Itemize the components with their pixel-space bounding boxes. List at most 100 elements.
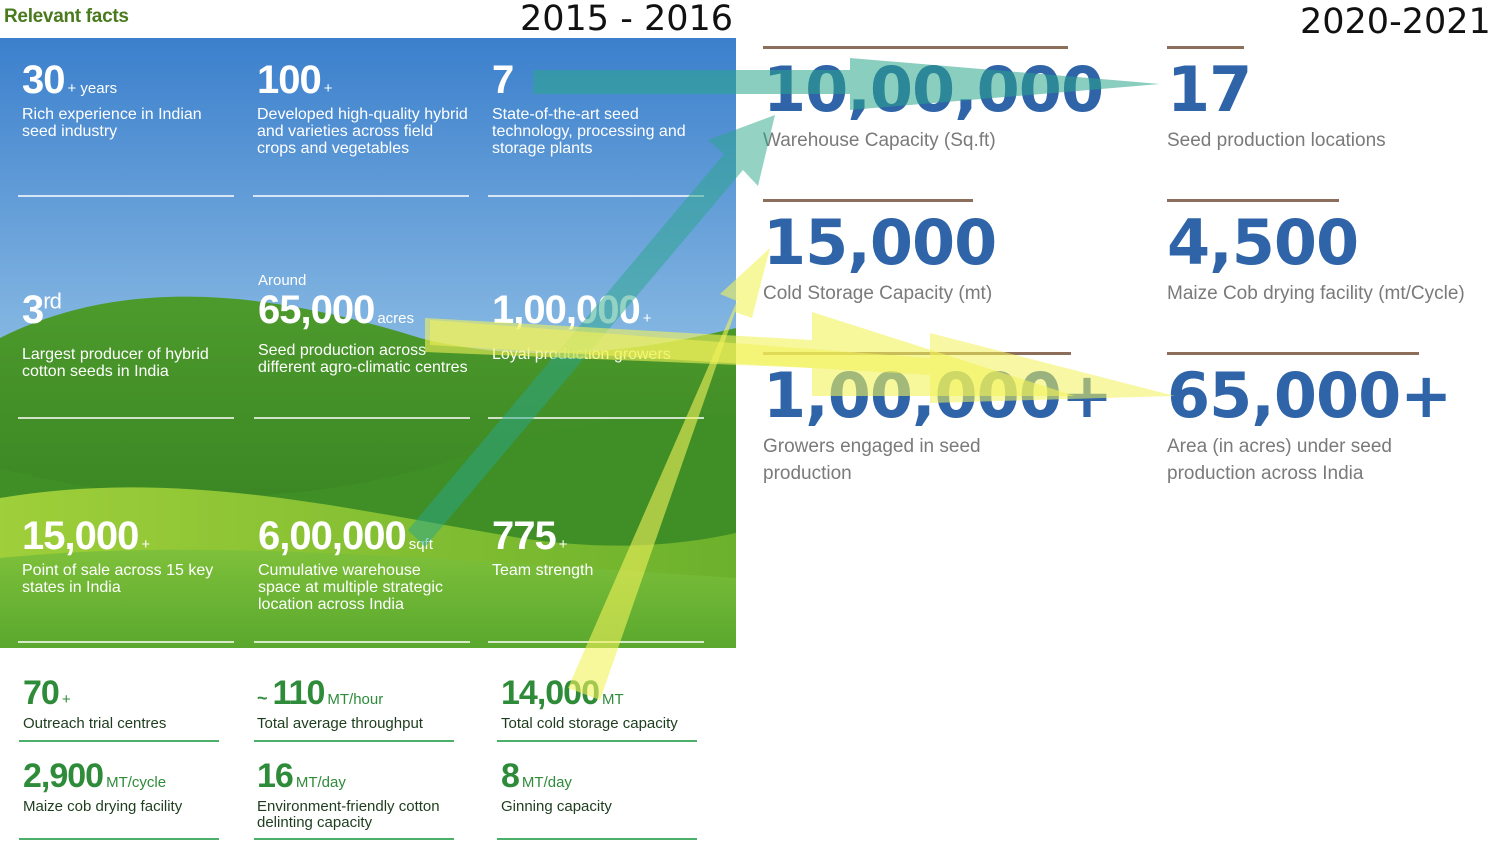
stat-label: Warehouse Capacity (Sq.ft) — [763, 130, 996, 151]
stat-label: Area (in acres) under seed production ac… — [1167, 436, 1392, 484]
divider — [18, 417, 234, 419]
fact-cell-experience: 30 + years Rich experience in Indian seed… — [18, 58, 237, 197]
fact-cell-team: 775 + Team strength — [488, 514, 707, 643]
stat-top-bar — [1167, 46, 1244, 49]
fact-unit: + — [141, 536, 151, 553]
fact-approx: ~ — [257, 688, 267, 708]
fact-value: 6,00,000 — [258, 514, 407, 558]
bottom-fact-cold-storage: 14,000 MT Total cold storage capacity — [501, 676, 678, 732]
fact-cell-warehouse: 6,00,000 sqft Cumulative warehouse space … — [254, 514, 470, 643]
stat-seed-area: 65,000+ Area (in acres) under seed produ… — [1167, 352, 1452, 487]
fact-cell-hybrids: 100 + Developed high-quality hybrid and v… — [253, 58, 472, 197]
fact-description: Developed high-quality hybrid and variet… — [257, 106, 468, 157]
fact-value: 2,900 — [23, 757, 104, 795]
stat-warehouse-capacity: 10,00,000 Warehouse Capacity (Sq.ft) — [763, 46, 1104, 154]
fact-cell-cotton-rank: 3rd Largest producer of hybrid cotton se… — [18, 288, 237, 419]
stat-growers: 1,00,000+ Growers engaged in seed produc… — [763, 352, 1113, 487]
fact-description: State-of-the-art seed technology, proces… — [492, 106, 686, 157]
stat-value: 15,000 — [763, 206, 997, 279]
page-heading: Relevant facts — [4, 6, 129, 27]
fact-value: 8 — [501, 757, 520, 795]
divider — [18, 195, 234, 197]
divider — [497, 838, 697, 840]
stat-label: Growers engaged in seed production — [763, 436, 981, 484]
divider — [253, 195, 469, 197]
fact-value: 775 — [492, 514, 557, 558]
fact-value: 110 — [272, 674, 326, 712]
fact-value: 65,000 — [258, 288, 375, 332]
fact-prefix: Around — [258, 272, 307, 289]
fact-unit: + — [558, 536, 568, 553]
stat-production-locations: 17 Seed production locations — [1167, 46, 1386, 154]
divider — [254, 838, 454, 840]
fact-unit: MT/hour — [327, 691, 384, 708]
fact-description: Point of sale across 15 key states in In… — [22, 562, 214, 596]
divider — [18, 641, 234, 643]
year-label-2015-2016: 2015 - 2016 — [520, 0, 734, 39]
fact-value: 100 — [257, 58, 322, 102]
stat-label: Cold Storage Capacity (mt) — [763, 283, 993, 304]
fact-unit: MT/cycle — [106, 774, 167, 791]
divider — [488, 417, 704, 419]
stat-top-bar — [1167, 199, 1339, 202]
fact-value: 16 — [257, 757, 294, 795]
divider — [254, 740, 454, 742]
stat-value: 65,000+ — [1167, 359, 1452, 432]
bottom-fact-delinting: 16 MT/day Environment-friendly cotton del… — [257, 759, 447, 831]
bottom-fact-ginning: 8 MT/day Ginning capacity — [501, 759, 612, 815]
stat-maize-cob-drying: 4,500 Maize Cob drying facility (mt/Cycl… — [1167, 199, 1465, 307]
fact-unit: MT/day — [521, 774, 572, 791]
fact-description: Environment-friendly cotton delinting ca… — [257, 798, 440, 831]
fact-description: Seed production across different agro-cl… — [258, 342, 468, 376]
divider — [497, 740, 697, 742]
stat-cold-storage: 15,000 Cold Storage Capacity (mt) — [763, 199, 997, 307]
bottom-fact-throughput: ~110 MT/hour Total average throughput — [257, 676, 423, 732]
fact-unit: MT/day — [295, 774, 346, 791]
stat-top-bar — [763, 352, 1071, 355]
fact-unit: acres — [377, 310, 415, 327]
divider — [19, 838, 219, 840]
fact-value: 70 — [23, 674, 60, 712]
fact-cell-acres: Around 65,000 acres Seed production acros… — [254, 272, 473, 419]
fact-value: 7 — [492, 58, 514, 102]
facts-panel: 30 + years Rich experience in Indian seed… — [0, 38, 736, 648]
divider — [254, 417, 470, 419]
stat-top-bar — [1167, 352, 1419, 355]
fact-description: Largest producer of hybrid cotton seeds … — [22, 346, 209, 380]
fact-description: Rich experience in Indian seed industry — [22, 106, 202, 140]
divider — [19, 740, 219, 742]
divider — [488, 641, 704, 643]
stat-value: 1,00,000+ — [763, 359, 1113, 432]
fact-description: Maize cob drying facility — [23, 798, 183, 815]
divider — [488, 195, 704, 197]
stat-value: 4,500 — [1167, 206, 1359, 279]
stat-label: Maize Cob drying facility (mt/Cycle) — [1167, 283, 1465, 304]
stat-value: 17 — [1167, 53, 1252, 126]
divider — [254, 641, 470, 643]
fact-description: Outreach trial centres — [23, 715, 167, 732]
fact-value: 15,000 — [22, 514, 139, 558]
fact-cell-plants: 7 State-of-the-art seed technology, proc… — [488, 58, 707, 197]
stat-value: 10,00,000 — [763, 53, 1104, 126]
fact-value: 1,00,000 — [492, 288, 641, 332]
fact-unit: + — [642, 310, 652, 327]
stat-label: Seed production locations — [1167, 130, 1386, 151]
fact-description: Total cold storage capacity — [501, 715, 678, 732]
fact-unit: + — [323, 80, 333, 97]
fact-value: 14,000 — [501, 674, 600, 712]
fact-superscript: rd — [43, 288, 62, 314]
year-label-2020-2021: 2020-2021 — [1300, 2, 1491, 42]
fact-description: Cumulative warehouse space at multiple s… — [258, 562, 443, 613]
fact-description: Loyal production growers — [492, 346, 671, 363]
fact-unit: sqft — [408, 536, 433, 553]
fact-unit: + — [61, 691, 71, 708]
fact-description: Ginning capacity — [501, 798, 612, 815]
bottom-fact-trial-centres: 70 + Outreach trial centres — [23, 676, 166, 732]
bottom-fact-maize-drying: 2,900 MT/cycle Maize cob drying facility — [23, 759, 182, 815]
fact-cell-growers: 1,00,000 + Loyal production growers — [488, 288, 707, 419]
stat-top-bar — [763, 46, 1068, 49]
stat-top-bar — [763, 199, 973, 202]
fact-value: 30 — [22, 58, 65, 102]
fact-description: Team strength — [492, 562, 594, 579]
fact-unit: MT — [602, 691, 624, 708]
